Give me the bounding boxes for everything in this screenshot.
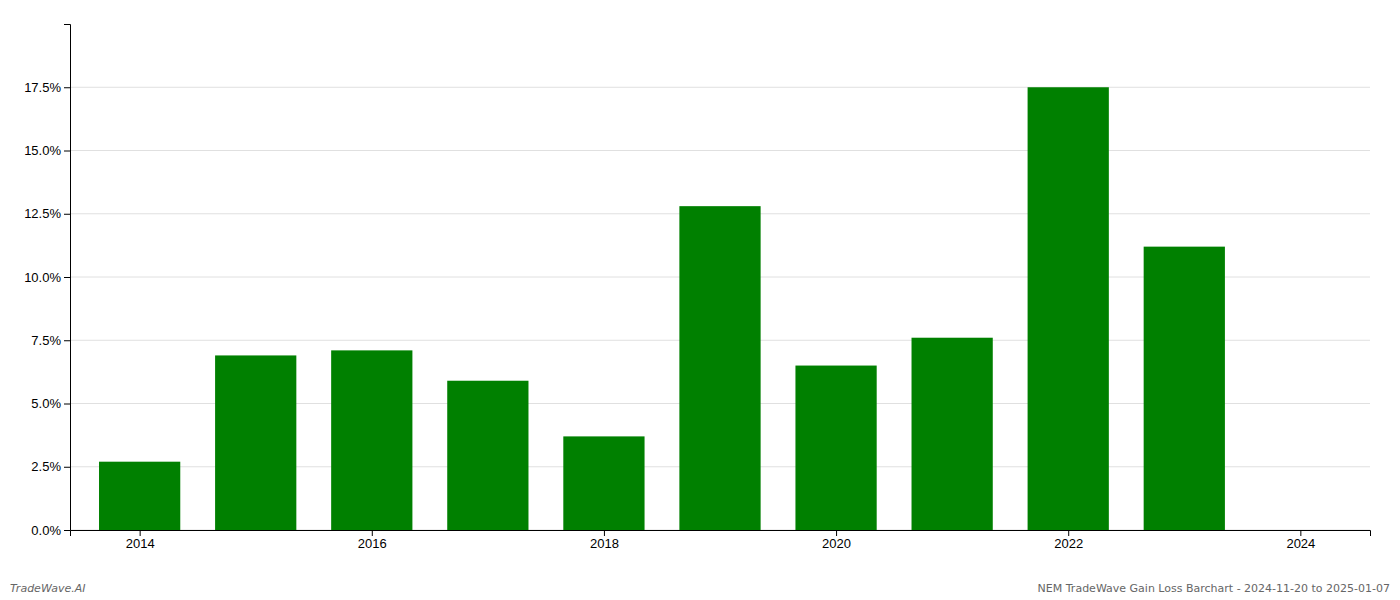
bar: [331, 350, 412, 530]
x-tick-label: 2014: [126, 536, 155, 551]
y-tick-mark: [64, 530, 70, 531]
chart: 0.0% 2.5% 5.0% 7.5% 10.0% 12.5% 15.0% 17.5% 2014…: [0, 0, 1400, 600]
x-tick: 2018: [590, 530, 619, 551]
y-tick-label: 2.5%: [31, 459, 61, 474]
y-tick-mark: [64, 340, 70, 341]
x-tick-label: 2020: [822, 536, 851, 551]
y-tick-mark: [64, 151, 70, 152]
y-tick-label: 15.0%: [24, 143, 61, 158]
y-tick: 7.5%: [31, 333, 70, 348]
bar: [563, 436, 644, 530]
bars: [99, 87, 1225, 530]
grid: [70, 87, 1370, 530]
y-tick-mark: [64, 467, 70, 468]
x-tick-mark: [1300, 530, 1301, 536]
y-axis: 0.0% 2.5% 5.0% 7.5% 10.0% 12.5% 15.0% 17.5%: [24, 25, 70, 538]
y-tick-label: 10.0%: [24, 270, 61, 285]
x-axis-line: [71, 531, 1371, 537]
footer-right: NEM TradeWave Gain Loss Barchart - 2024-…: [1038, 582, 1390, 595]
bar: [795, 366, 876, 530]
y-tick-label: 5.0%: [31, 396, 61, 411]
y-tick: 17.5%: [24, 80, 70, 95]
x-tick-mark: [604, 530, 605, 536]
grid-line: [70, 87, 1370, 88]
y-tick: 10.0%: [24, 270, 70, 285]
y-tick: 0.0%: [31, 523, 70, 538]
bar: [1144, 247, 1225, 530]
y-axis-line: [64, 25, 71, 531]
x-tick-label: 2022: [1054, 536, 1083, 551]
bar: [215, 355, 296, 530]
y-tick-mark: [64, 277, 70, 278]
plot: 0.0% 2.5% 5.0% 7.5% 10.0% 12.5% 15.0% 17.5% 2014…: [24, 25, 1370, 552]
bar: [1028, 87, 1109, 530]
bar: [679, 206, 760, 530]
x-tick-label: 2016: [358, 536, 387, 551]
x-tick: 2024: [1286, 530, 1315, 551]
bar: [447, 381, 528, 530]
y-tick-mark: [64, 87, 70, 88]
bar: [912, 338, 993, 530]
grid-line: [70, 150, 1370, 151]
y-tick-label: 17.5%: [24, 80, 61, 95]
y-tick-mark: [64, 404, 70, 405]
y-tick-mark: [64, 214, 70, 215]
x-tick-mark: [140, 530, 141, 536]
y-tick: 15.0%: [24, 143, 70, 158]
x-tick-label: 2024: [1286, 536, 1315, 551]
x-tick: 2020: [822, 530, 851, 551]
x-tick: 2022: [1054, 530, 1083, 551]
x-axis: 2014 2016 2018 2020 2022 2024: [71, 530, 1371, 551]
x-tick-label: 2018: [590, 536, 619, 551]
x-tick-mark: [836, 530, 837, 536]
x-tick: 2014: [126, 530, 155, 551]
x-tick-mark: [372, 530, 373, 536]
footer-left: TradeWave.AI: [10, 582, 85, 595]
y-tick: 2.5%: [31, 459, 70, 474]
y-tick-label: 7.5%: [31, 333, 61, 348]
y-tick-label: 12.5%: [24, 206, 61, 221]
bar: [99, 462, 180, 530]
x-tick-mark: [1068, 530, 1069, 536]
x-tick: 2016: [358, 530, 387, 551]
y-tick: 12.5%: [24, 206, 70, 221]
y-tick: 5.0%: [31, 396, 70, 411]
y-tick-label: 0.0%: [31, 523, 61, 538]
